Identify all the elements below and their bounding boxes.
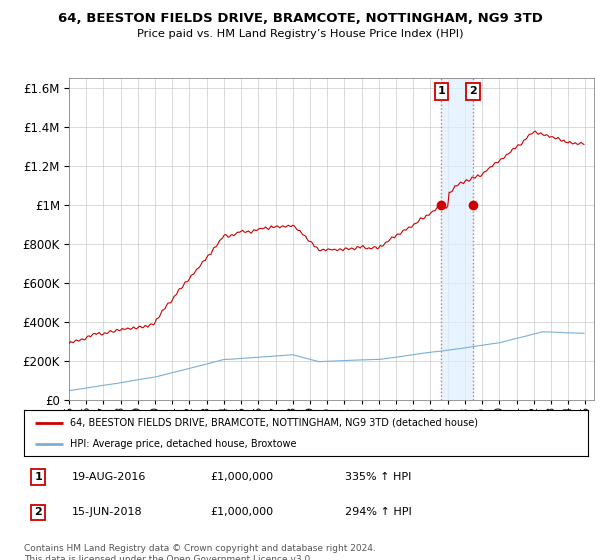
Text: 64, BEESTON FIELDS DRIVE, BRAMCOTE, NOTTINGHAM, NG9 3TD: 64, BEESTON FIELDS DRIVE, BRAMCOTE, NOTT… xyxy=(58,12,542,25)
Text: 1: 1 xyxy=(437,86,445,96)
Text: Price paid vs. HM Land Registry’s House Price Index (HPI): Price paid vs. HM Land Registry’s House … xyxy=(137,29,463,39)
Text: £1,000,000: £1,000,000 xyxy=(210,507,273,517)
Text: 335% ↑ HPI: 335% ↑ HPI xyxy=(346,472,412,482)
Text: 294% ↑ HPI: 294% ↑ HPI xyxy=(346,507,412,517)
Text: £1,000,000: £1,000,000 xyxy=(210,472,273,482)
Text: 64, BEESTON FIELDS DRIVE, BRAMCOTE, NOTTINGHAM, NG9 3TD (detached house): 64, BEESTON FIELDS DRIVE, BRAMCOTE, NOTT… xyxy=(70,418,478,428)
Text: HPI: Average price, detached house, Broxtowe: HPI: Average price, detached house, Brox… xyxy=(70,439,297,449)
Text: 19-AUG-2016: 19-AUG-2016 xyxy=(72,472,146,482)
Text: Contains HM Land Registry data © Crown copyright and database right 2024.
This d: Contains HM Land Registry data © Crown c… xyxy=(24,544,376,560)
Text: 2: 2 xyxy=(469,86,476,96)
Text: 15-JUN-2018: 15-JUN-2018 xyxy=(72,507,143,517)
Text: 2: 2 xyxy=(34,507,42,517)
Bar xyxy=(442,78,473,400)
Text: 1: 1 xyxy=(34,472,42,482)
